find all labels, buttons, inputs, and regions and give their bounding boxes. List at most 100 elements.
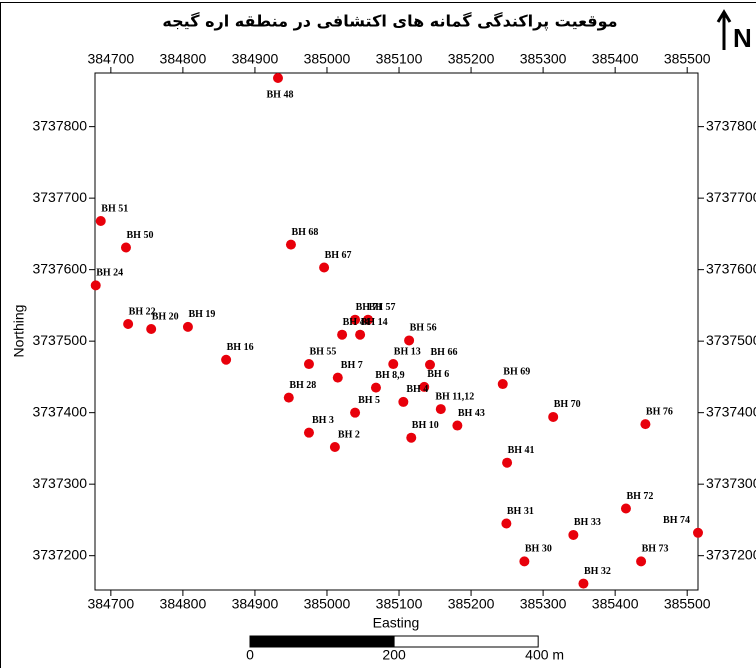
- borehole-label: BH 66: [431, 347, 458, 358]
- borehole-label: BH 76: [646, 406, 673, 417]
- borehole: [620, 503, 631, 514]
- x-tick-label: 385000: [304, 596, 351, 612]
- borehole: [568, 529, 579, 540]
- borehole: [548, 411, 559, 422]
- scale-segment: [249, 635, 395, 648]
- x-tick-label-top: 385200: [448, 51, 495, 67]
- borehole-label: BH 16: [227, 342, 254, 353]
- borehole-label: BH 3: [312, 415, 334, 426]
- y-tick-label-right: 3737500: [706, 332, 756, 348]
- y-axis-title: Northing: [11, 305, 27, 358]
- borehole: [502, 457, 513, 468]
- borehole-label: BH 28: [289, 380, 316, 391]
- x-axis-title: Easting: [373, 615, 420, 631]
- borehole: [355, 329, 366, 340]
- borehole: [578, 578, 589, 589]
- x-tick-label: 384800: [160, 596, 207, 612]
- y-tick-label: 3737300: [32, 475, 87, 491]
- borehole: [332, 372, 343, 383]
- borehole-label: BH 48: [267, 89, 294, 100]
- borehole-label: BH 74: [663, 515, 690, 526]
- borehole-label: BH 70: [554, 399, 581, 410]
- borehole-label: BH 7: [341, 360, 363, 371]
- y-tick-label-right: 3737600: [706, 260, 756, 276]
- x-tick-label-top: 385300: [520, 51, 567, 67]
- x-tick-label-top: 385400: [592, 51, 639, 67]
- scale-label: 200: [382, 647, 406, 663]
- y-tick-label-right: 3737200: [706, 546, 756, 562]
- borehole: [501, 518, 512, 529]
- borehole-label: BH 56: [410, 323, 437, 334]
- borehole-label: BH 44: [343, 317, 370, 328]
- x-tick-label: 385100: [376, 596, 423, 612]
- y-tick-label: 3737500: [32, 332, 87, 348]
- scale-label: 0: [246, 647, 254, 663]
- borehole-label: BH 4: [406, 384, 428, 395]
- borehole-label: BH 55: [309, 346, 336, 357]
- borehole-label: BH 50: [127, 230, 154, 241]
- borehole: [497, 379, 508, 390]
- borehole: [90, 280, 101, 291]
- north-label: N: [733, 23, 752, 53]
- borehole: [329, 441, 340, 452]
- x-tick-label: 385500: [664, 596, 711, 612]
- y-tick-label: 3737700: [32, 189, 87, 205]
- x-tick-label: 385300: [520, 596, 567, 612]
- borehole: [303, 427, 314, 438]
- scale-label: 400 m: [525, 647, 564, 663]
- y-tick-label-right: 3737400: [706, 403, 756, 419]
- borehole: [120, 242, 131, 253]
- borehole-label: BH 14: [361, 317, 388, 328]
- x-tick-label-top: 385100: [376, 51, 423, 67]
- borehole: [303, 359, 314, 370]
- borehole: [319, 262, 330, 273]
- borehole-label: BH 24: [96, 268, 123, 279]
- borehole-label: BH 72: [626, 491, 653, 502]
- borehole: [398, 396, 409, 407]
- borehole: [404, 335, 415, 346]
- borehole-label: BH 6: [427, 369, 449, 380]
- borehole-label: BH 30: [525, 544, 552, 555]
- scale-segment: [393, 635, 539, 648]
- borehole: [406, 432, 417, 443]
- borehole: [693, 527, 703, 538]
- x-tick-label: 385400: [592, 596, 639, 612]
- borehole: [435, 404, 446, 415]
- borehole-label: BH 20: [152, 311, 179, 322]
- y-tick-label: 3737200: [32, 546, 87, 562]
- borehole-label: BH 67: [325, 250, 352, 261]
- borehole: [146, 323, 157, 334]
- borehole-label: BH 19: [188, 309, 215, 320]
- borehole-label: BH 31: [507, 506, 534, 517]
- borehole-label: BH 41: [508, 445, 535, 456]
- borehole-label: BH 69: [503, 366, 530, 377]
- borehole: [363, 314, 374, 325]
- borehole-label: BH 71: [356, 302, 383, 313]
- borehole: [285, 239, 296, 250]
- borehole-label: BH 32: [584, 566, 611, 577]
- borehole: [388, 359, 399, 370]
- borehole: [640, 419, 651, 430]
- x-tick-label: 384900: [232, 596, 279, 612]
- y-tick-label: 3737600: [32, 260, 87, 276]
- borehole: [350, 407, 361, 418]
- y-tick-label-right: 3737800: [706, 117, 756, 133]
- borehole-label: BH 8,9: [375, 370, 404, 381]
- x-tick-label: 385200: [448, 596, 495, 612]
- borehole-label: BH 11,12: [435, 391, 474, 402]
- borehole: [452, 420, 463, 431]
- borehole-label: BH 22: [129, 306, 156, 317]
- plot-frame: [94, 72, 699, 591]
- borehole-label: BH 68: [291, 227, 318, 238]
- x-tick-label-top: 385500: [664, 51, 711, 67]
- borehole: [419, 381, 430, 392]
- borehole-label: BH 57: [369, 302, 396, 313]
- borehole: [337, 329, 348, 340]
- borehole: [519, 556, 530, 567]
- x-tick-label-top: 385000: [304, 51, 351, 67]
- x-tick-label-top: 384900: [232, 51, 279, 67]
- borehole: [182, 321, 193, 332]
- borehole: [95, 216, 106, 227]
